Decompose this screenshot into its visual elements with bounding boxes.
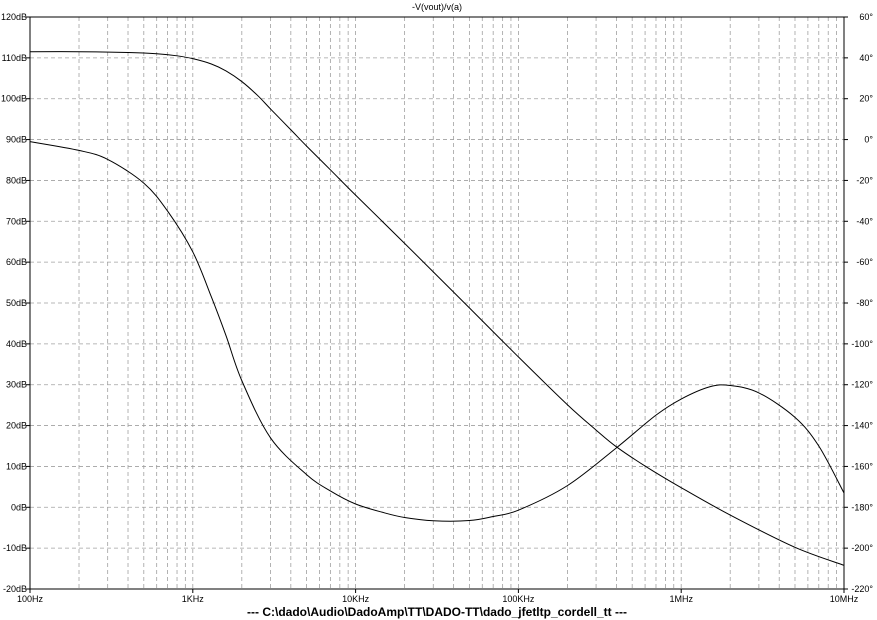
y-right-tick-label: -220°: [851, 584, 873, 594]
x-tick-label: 10KHz: [342, 594, 370, 604]
tick-labels: 120dB 110dB 100dB 90dB 80dB 70dB 60dB 50dB 40dB 3…: [1, 12, 873, 604]
y-right-tick-label: 20°: [859, 94, 873, 104]
y-right-tick-label: -20°: [856, 175, 873, 185]
x-tick-label: 1KHz: [182, 594, 205, 604]
y-right-tick-label: 60°: [859, 12, 873, 22]
y-left-tick-label: 0dB: [11, 502, 27, 512]
y-right-tick-label: -120°: [851, 380, 873, 390]
y-right-tick-label: -100°: [851, 339, 873, 349]
y-left-tick-label: 110dB: [2, 53, 27, 63]
y-left-tick-label: 40dB: [6, 339, 27, 349]
grid: [29, 16, 845, 590]
y-left-tick-label: 70dB: [6, 216, 27, 226]
file-path-footer: --- C:\dado\Audio\DadoAmp\TT\DADO-TT\dad…: [247, 605, 627, 619]
x-tick-label: 1MHz: [669, 594, 693, 604]
x-tick-label: 100KHz: [502, 594, 535, 604]
y-left-tick-label: 120dB: [1, 12, 27, 22]
y-right-tick-label: -80°: [856, 298, 873, 308]
y-left-tick-label: 80dB: [6, 175, 27, 185]
y-left-tick-label: 10dB: [6, 461, 27, 471]
y-left-tick-label: 20dB: [6, 421, 27, 431]
y-left-tick-label: 50dB: [6, 298, 27, 308]
y-right-tick-label: -40°: [856, 216, 873, 226]
y-right-tick-label: 40°: [859, 53, 873, 63]
y-left-tick-label: 30dB: [6, 380, 27, 390]
series-group: [29, 51, 845, 566]
y-left-tick-label: -10dB: [3, 543, 27, 553]
y-right-tick-label: -140°: [851, 421, 873, 431]
y-left-tick-label: -20dB: [3, 584, 27, 594]
y-left-tick-label: 100dB: [1, 94, 27, 104]
y-right-tick-label: -160°: [851, 461, 873, 471]
y-right-tick-label: -200°: [851, 543, 873, 553]
y-right-tick-label: -60°: [856, 257, 873, 267]
y-right-tick-label: 0°: [864, 135, 873, 145]
magnitude-curve: [29, 51, 845, 566]
chart-title: -V(vout)/v(a): [412, 2, 462, 12]
y-right-tick-label: -180°: [851, 502, 873, 512]
x-tick-label: 10MHz: [830, 594, 859, 604]
phase-curve: [29, 141, 845, 522]
y-left-tick-label: 90dB: [6, 135, 27, 145]
x-tick-label: 100Hz: [17, 594, 44, 604]
y-left-tick-label: 60dB: [6, 257, 27, 267]
